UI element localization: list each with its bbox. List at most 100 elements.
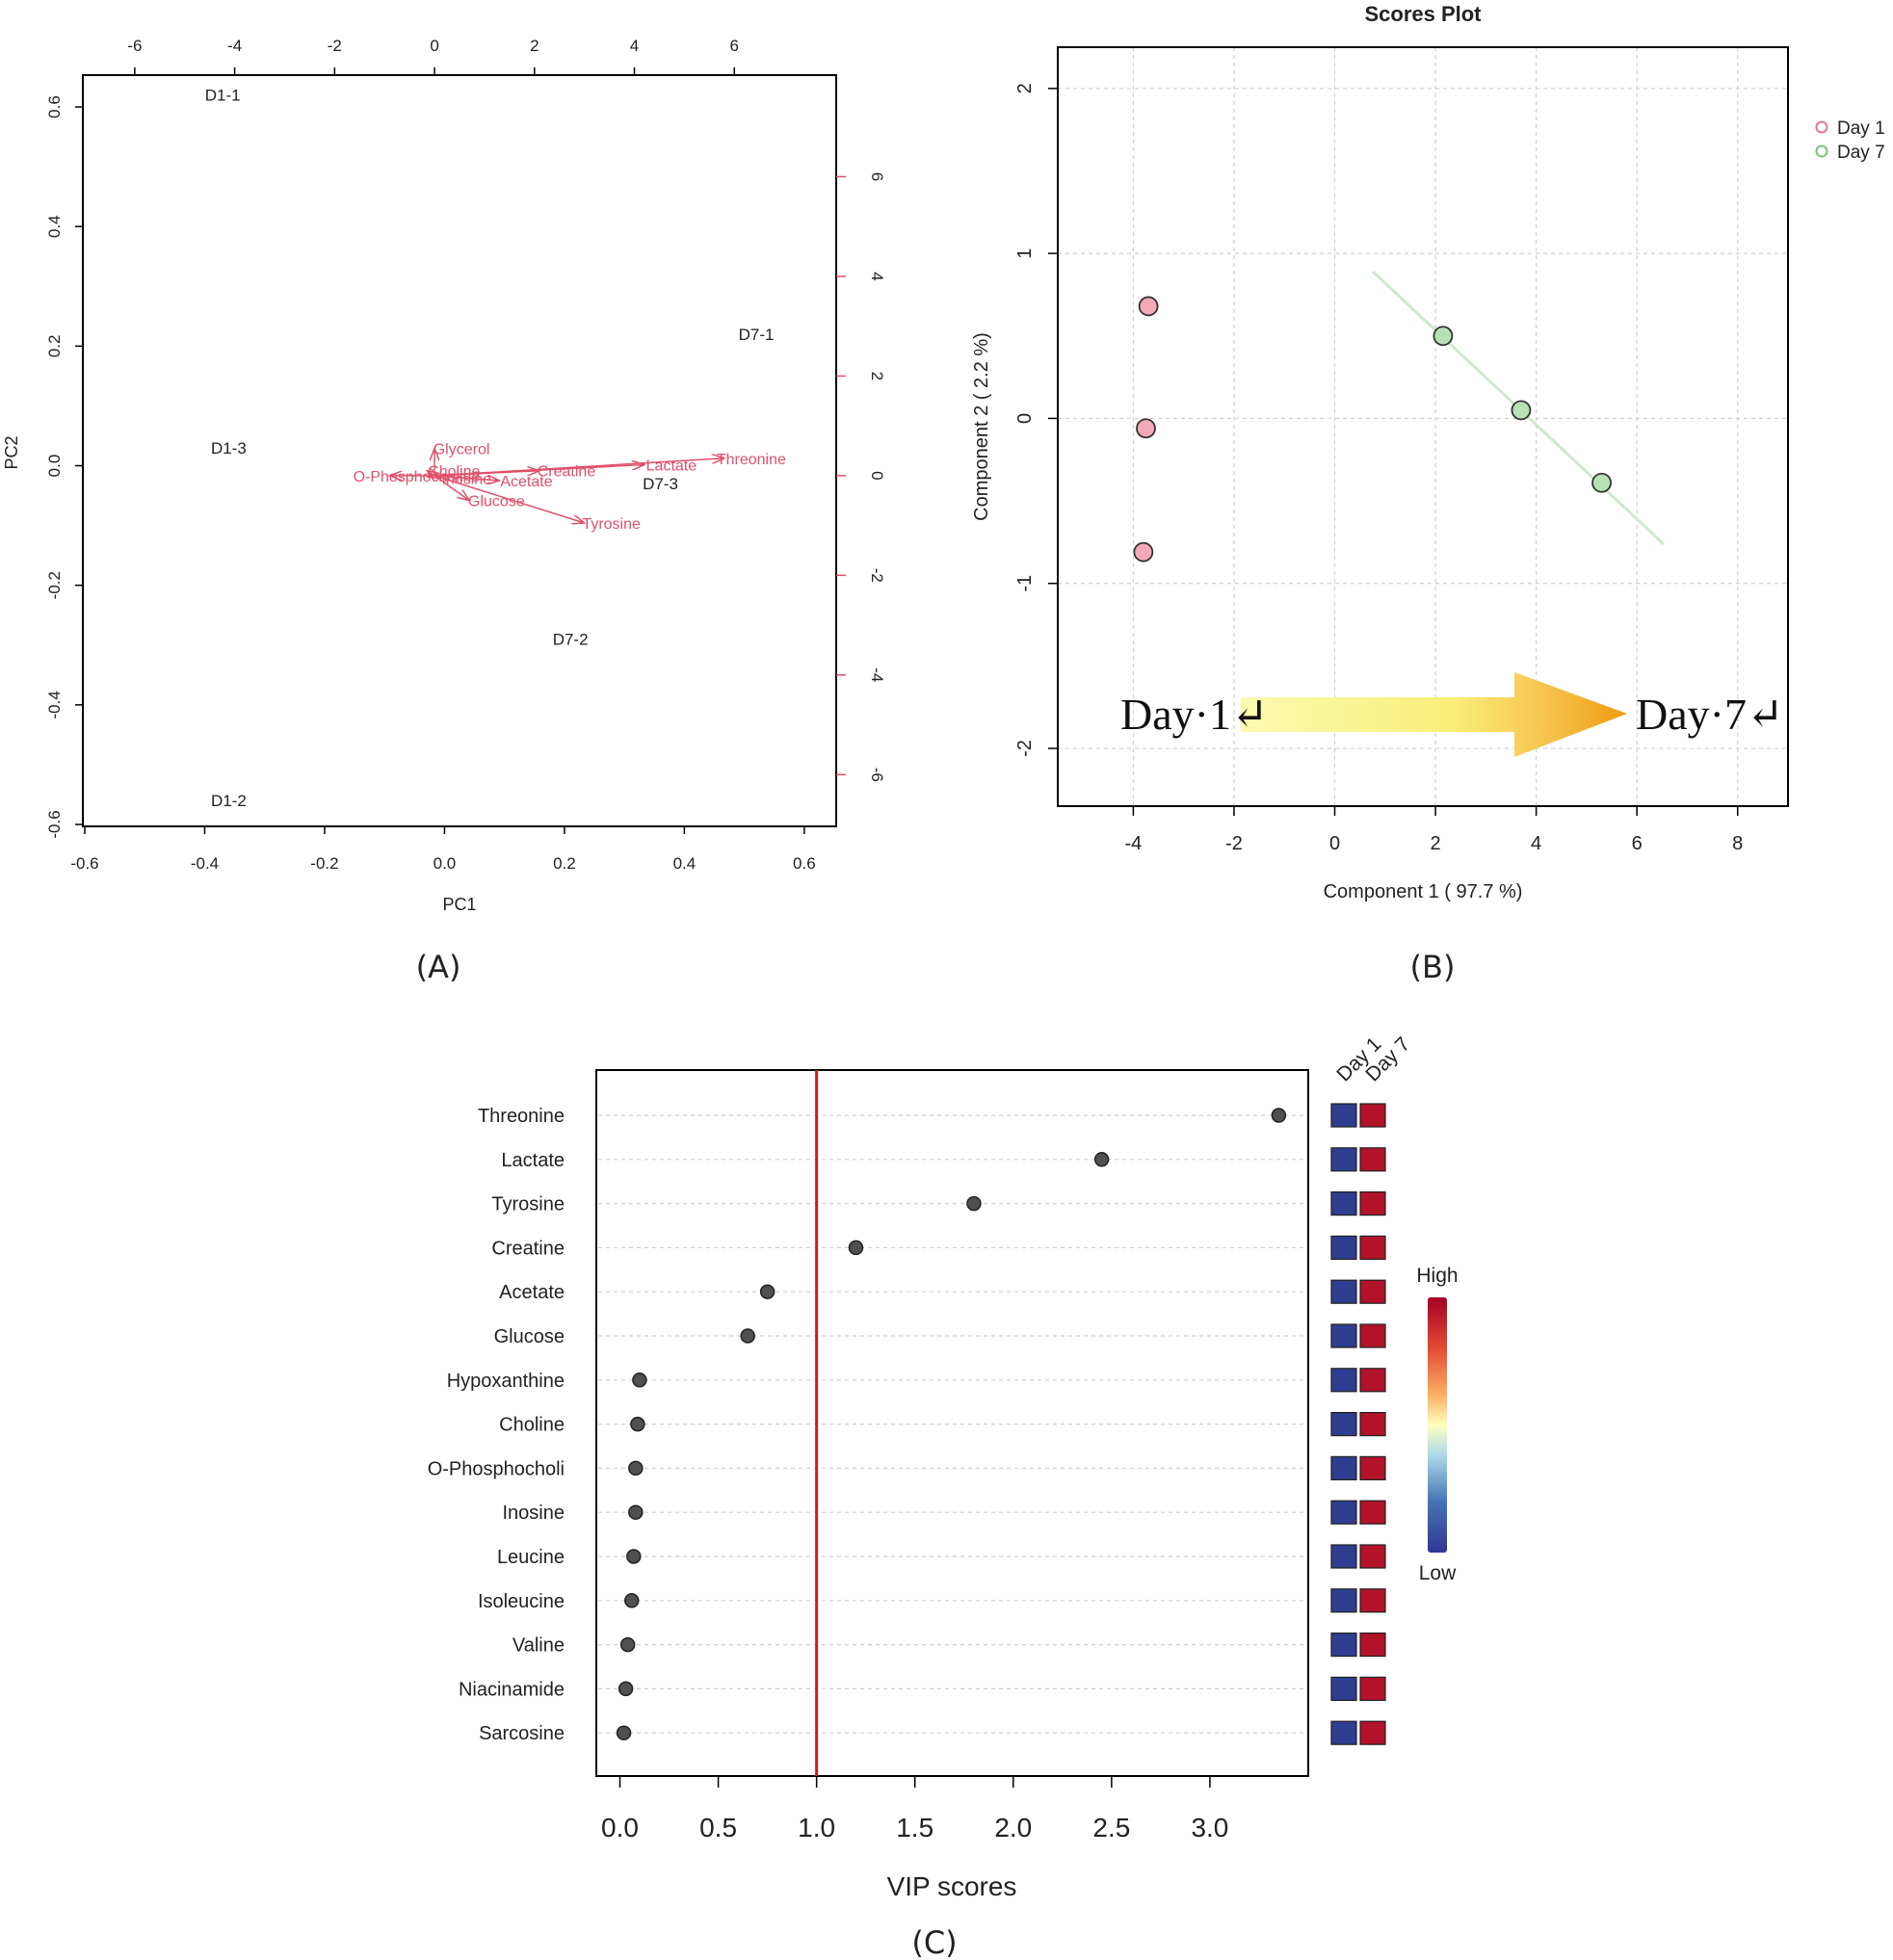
feature-label: Isoleucine (478, 1591, 565, 1612)
panel-b-title: Scores Plot (1364, 2, 1482, 26)
caption-c: (C) (911, 1924, 957, 1960)
panel-b-y-tick-label: 2 (1014, 83, 1036, 93)
feature-label: Inosine (503, 1503, 565, 1524)
loading-arrow (434, 471, 539, 477)
heat-cell-day7 (1359, 1323, 1386, 1348)
panel-b-x-tick-label: 8 (1732, 833, 1743, 854)
panel-a-right-tick-label: 4 (868, 272, 886, 280)
day-transition-arrow (1241, 672, 1627, 757)
panel-a-right-axis: -6 -4 -2 0 2 4 6 (836, 172, 886, 782)
panel-b-points (1133, 296, 1612, 562)
loading-arrow (434, 476, 499, 481)
panel-a-right-tick-label: -6 (868, 768, 886, 782)
panel-a-y-tick-label: 0.2 (45, 335, 64, 358)
panel-b-y-tick-label: -2 (1014, 740, 1036, 757)
panel-a-y-tick-label: 0.0 (45, 455, 64, 478)
feature-label: O-Phosphocholi (428, 1458, 565, 1479)
panel-a-x-tick-label: 0.6 (793, 854, 816, 873)
vip-point (1093, 1152, 1110, 1167)
panel-b-y-tick-label: -1 (1014, 575, 1036, 592)
caption-a: (A) (416, 949, 461, 985)
vip-point (628, 1504, 644, 1520)
sample-label: D7-2 (553, 631, 589, 649)
panel-c-feature-rows: Threonine Lactate Tyrosine Creatine Acetate G… (428, 1106, 1287, 1744)
panel-a-right-tick-label: 0 (868, 471, 886, 480)
panel-a-top-tick-label: -2 (328, 37, 342, 55)
heat-cell-day1 (1330, 1676, 1357, 1702)
panel-c-x-tick-label: 0.0 (601, 1813, 639, 1842)
heat-cell-day7 (1359, 1190, 1386, 1216)
panel-a-x-label: PC1 (442, 895, 476, 914)
loading-arrow (434, 475, 585, 523)
panel-b-plot-frame (1057, 46, 1789, 807)
feature-label: Valine (513, 1635, 565, 1657)
caption-b: (B) (1410, 949, 1456, 985)
legend-day1-label: Day 1 (1837, 118, 1885, 139)
panel-b-x-axis: -4 -2 0 2 4 6 8 (1125, 806, 1743, 854)
panel-b-x-tick-label: 0 (1329, 833, 1340, 854)
panel-a-y-tick-label: -0.2 (45, 571, 64, 599)
panel-c-gridlines (598, 1114, 1306, 1734)
panel-a-top-tick-label: -4 (227, 37, 242, 55)
arrow-label-day1: Day·1↵ (1120, 690, 1269, 739)
score-point-day1 (1133, 541, 1154, 562)
feature-label: Threonine (478, 1106, 565, 1127)
panel-c-x-tick-label: 2.0 (994, 1813, 1032, 1842)
loading-label: O-Phosphocholine (354, 469, 481, 485)
panel-c-x-tick-label: 1.5 (896, 1813, 933, 1842)
vip-point (619, 1636, 636, 1653)
panel-a-y-tick-label: 0.4 (45, 215, 64, 238)
panel-b-y-tick-label: 0 (1014, 413, 1036, 424)
loading-label: Glucose (468, 494, 525, 510)
heat-cell-day1 (1330, 1235, 1357, 1261)
colorbar-high-label: High (1416, 1265, 1458, 1287)
panel-a-right-tick-label: -4 (868, 667, 886, 682)
loading-label: Inosine (441, 471, 491, 487)
heat-cell-day7 (1359, 1411, 1386, 1437)
loading-arrow (434, 476, 439, 479)
vip-point (1271, 1108, 1287, 1123)
heat-cell-day1 (1330, 1720, 1357, 1745)
vip-point (759, 1284, 776, 1299)
vip-point (626, 1549, 642, 1564)
panel-a-x-tick-label: -0.6 (70, 854, 98, 873)
panel-b-x-tick-label: -4 (1125, 833, 1143, 854)
heat-cell-day7 (1359, 1588, 1386, 1613)
legend-day7-marker (1815, 144, 1828, 158)
sample-label: D1-3 (211, 439, 247, 457)
panel-a-x-tick-label: 0.4 (673, 854, 697, 873)
heat-cell-day1 (1330, 1147, 1357, 1172)
panel-c-x-tick-label: 0.5 (699, 1813, 737, 1842)
feature-label: Lactate (501, 1150, 565, 1171)
panel-c-plot-frame (595, 1069, 1309, 1777)
panel-a-top-tick-label: 2 (530, 37, 539, 55)
heat-cell-day1 (1330, 1411, 1357, 1437)
heat-cell-day7 (1359, 1544, 1386, 1569)
heat-cell-day7 (1359, 1455, 1386, 1481)
panel-a-top-axis: -6 -4 -2 0 2 4 6 (127, 37, 739, 75)
heat-cell-day1 (1330, 1323, 1357, 1348)
feature-label: Niacinamide (459, 1679, 565, 1700)
heat-cell-day7 (1359, 1103, 1386, 1128)
panel-b-y-axis: -2 -1 0 1 2 (1014, 83, 1058, 757)
panel-c-x-tick-label: 3.0 (1191, 1813, 1228, 1842)
vip-point (623, 1593, 640, 1608)
feature-label: Acetate (499, 1282, 565, 1303)
score-point-day1 (1136, 418, 1156, 439)
legend-day1-marker (1815, 120, 1828, 134)
vip-point (848, 1240, 864, 1256)
vip-point (616, 1725, 632, 1740)
sample-label: D7-1 (739, 326, 775, 344)
panel-c-vip-plot: 0.0 0.5 1.0 1.5 2.0 2.5 3.0 Threonine Lactate Ty… (428, 1032, 1459, 1960)
panel-a-samples: D1-1 D1-3 D1-2 D7-1 D7-3 D7-2 (205, 87, 775, 811)
sample-label: D7-3 (643, 475, 678, 493)
panel-a-y-tick-label: -0.6 (45, 810, 64, 838)
heat-cell-day7 (1359, 1147, 1386, 1172)
heat-cell-day1 (1330, 1544, 1357, 1569)
panel-b-y-label: Component 2 ( 2.2 %) (971, 332, 992, 521)
heat-cell-day1 (1330, 1190, 1357, 1216)
heat-cell-day1 (1330, 1279, 1357, 1304)
panel-b-grid (1058, 47, 1788, 806)
panel-a-plot-frame (82, 74, 837, 827)
